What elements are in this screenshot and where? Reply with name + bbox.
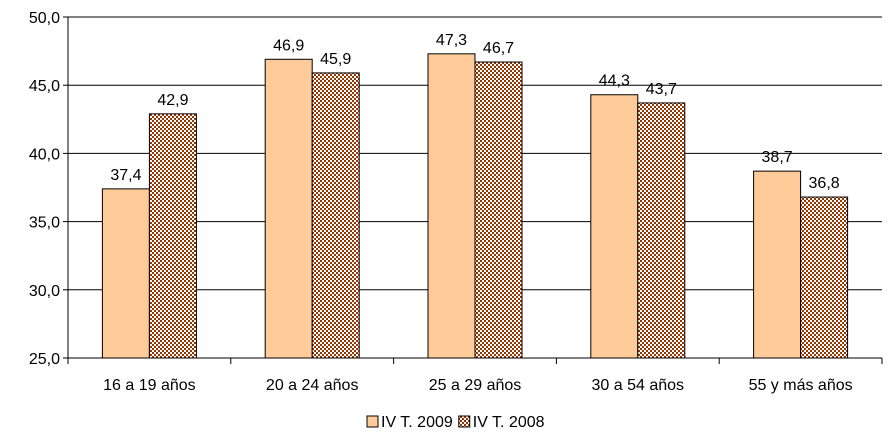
legend-label: IV T. 2008 [473,414,545,431]
y-tick-label: 50,0 [29,10,60,27]
data-label: 46,9 [273,37,304,54]
data-label: 36,8 [809,175,840,192]
y-tick-label: 40,0 [29,146,60,163]
data-label: 47,3 [436,32,467,49]
bar-iv-t-2008 [474,61,523,359]
data-label: 43,7 [646,81,677,98]
x-tick-label: 25 a 29 años [429,377,522,394]
data-label: 42,9 [157,92,188,109]
data-labels: 37,4 46,9 47,3 44,3 38,7 42,9 45,9 46,7 43,7 36,8 [110,32,839,192]
axes: 25,0 30,0 35,0 40,0 45,0 50,0 16 a 19 años 20 a… [29,10,883,394]
legend: IV T. 2009 IV T. 2008 [366,414,545,431]
data-label: 46,7 [483,40,514,57]
legend-swatch [458,415,471,428]
bar-iv-t-2008 [148,113,197,359]
bars [101,53,849,359]
x-tick-label: 55 y más años [749,377,853,394]
legend-swatch [366,415,379,428]
y-tick-label: 45,0 [29,78,60,95]
y-tick-label: 35,0 [29,215,60,232]
x-tick-label: 16 a 19 años [103,377,196,394]
data-label: 38,7 [762,149,793,166]
x-tick-label: 20 a 24 años [266,377,359,394]
bar-iv-t-2009 [590,94,639,359]
bar-iv-t-2009 [427,53,476,359]
bar-iv-t-2009 [101,188,150,359]
data-label: 44,3 [599,73,630,90]
data-label: 37,4 [110,167,141,184]
y-tick-label: 25,0 [29,351,60,368]
legend-label: IV T. 2009 [381,414,453,431]
x-tick-label: 30 a 54 años [592,377,685,394]
bar-iv-t-2009 [264,58,313,359]
data-label: 45,9 [320,51,351,68]
y-tick-label: 30,0 [29,283,60,300]
bar-iv-t-2008 [311,72,360,359]
bar-iv-t-2008 [637,102,686,359]
bar-iv-t-2009 [753,170,802,359]
bar-iv-t-2008 [800,196,849,359]
